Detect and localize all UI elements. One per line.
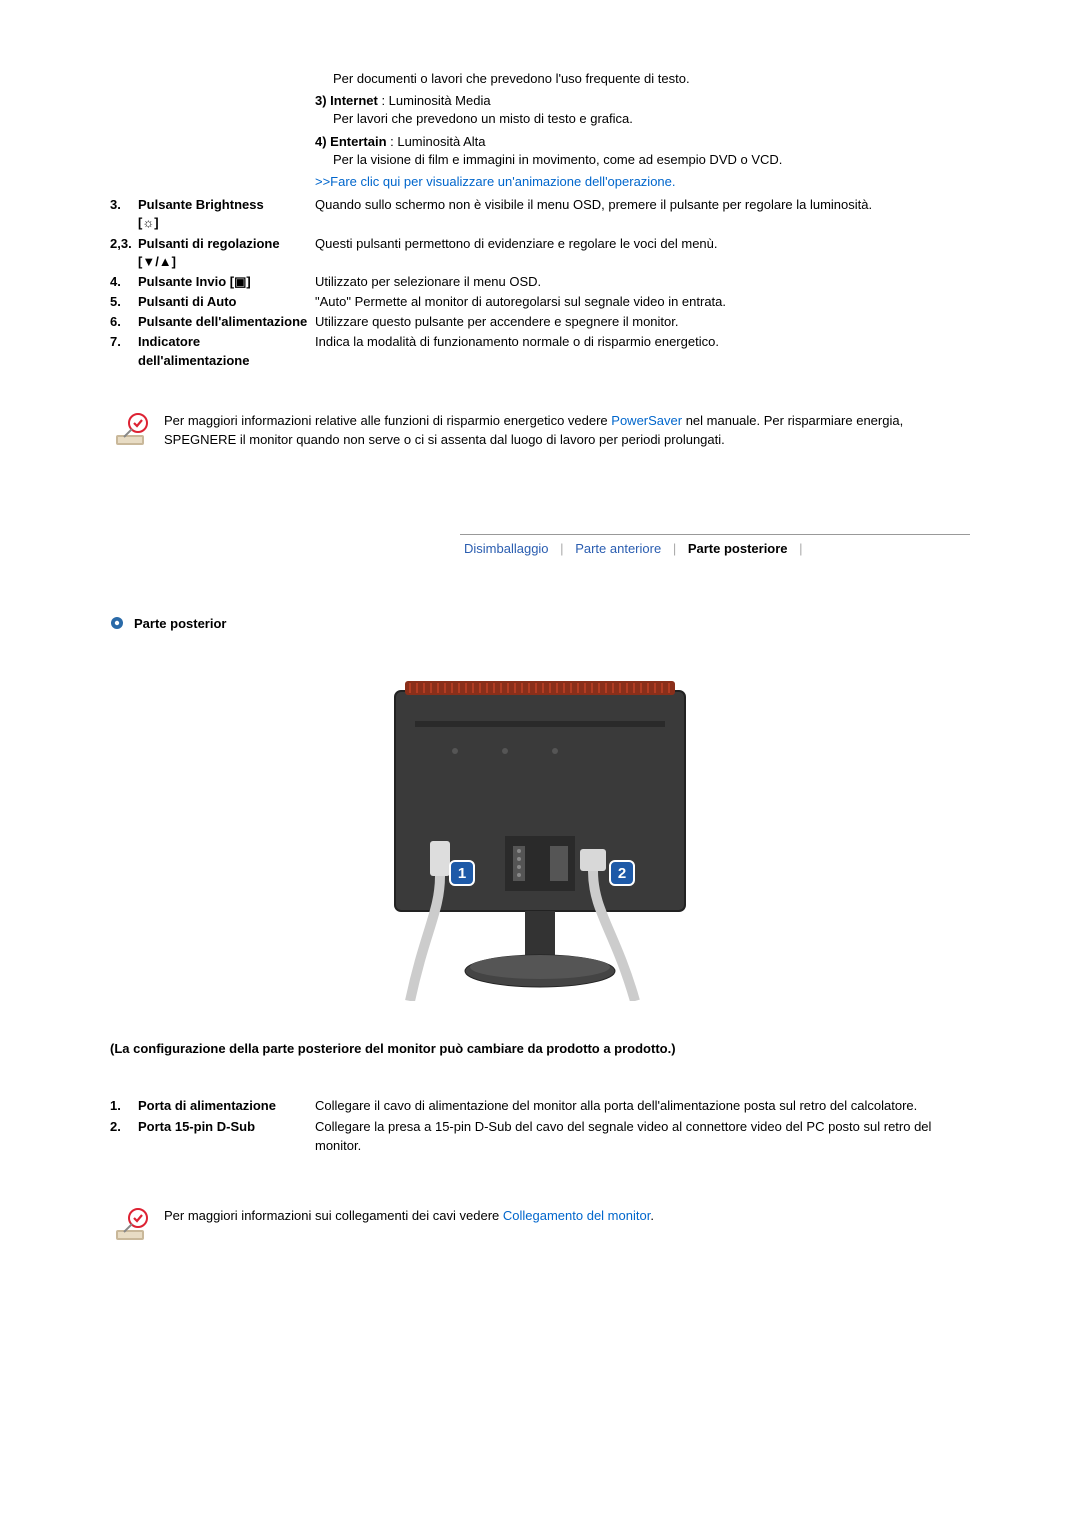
animation-link-row: >>Fare clic qui per visualizzare un'anim… bbox=[315, 173, 970, 191]
control-number: 2,3. bbox=[110, 234, 138, 272]
info2-pre: Per maggiori informazioni sui collegamen… bbox=[164, 1208, 503, 1223]
internet-mode: 3) Internet : Luminosità Media Per lavor… bbox=[315, 92, 970, 128]
entertain-mode-rest: : Luminosità Alta bbox=[387, 134, 486, 149]
info-powersaver: Per maggiori informazioni relative alle … bbox=[110, 411, 970, 454]
text-mode-desc: Per documenti o lavori che prevedono l'u… bbox=[315, 70, 970, 88]
port-desc: Collegare la presa a 15-pin D-Sub del ca… bbox=[315, 1117, 970, 1157]
nav-separator: | bbox=[799, 541, 802, 556]
nav-separator: | bbox=[673, 541, 676, 556]
section-header: Parte posterior bbox=[110, 616, 970, 631]
control-row: 2,3. Pulsanti di regolazione [▼/▲] Quest… bbox=[110, 234, 970, 272]
animation-link[interactable]: >>Fare clic qui per visualizzare un'anim… bbox=[315, 174, 676, 189]
info-cables: Per maggiori informazioni sui collegamen… bbox=[110, 1206, 970, 1249]
control-label: Pulsante Brightness [☼] bbox=[138, 195, 315, 233]
section-nav: Disimballaggio | Parte anteriore | Parte… bbox=[460, 534, 970, 556]
info2-post: . bbox=[650, 1208, 654, 1223]
svg-text:1: 1 bbox=[458, 865, 466, 882]
svg-text:2: 2 bbox=[618, 865, 626, 882]
info-pre: Per maggiori informazioni relative alle … bbox=[164, 413, 611, 428]
control-number: 5. bbox=[110, 292, 138, 312]
control-number: 6. bbox=[110, 312, 138, 332]
config-note: (La configurazione della parte posterior… bbox=[110, 1041, 970, 1056]
control-row: 3. Pulsante Brightness [☼] Quando sullo … bbox=[110, 195, 970, 233]
control-desc: Questi pulsanti permettono di evidenziar… bbox=[315, 234, 970, 272]
control-label: Pulsante Invio [▣] bbox=[138, 272, 315, 292]
nav-disimballaggio[interactable]: Disimballaggio bbox=[464, 541, 549, 556]
control-label: Pulsante dell'alimentazione bbox=[138, 312, 315, 332]
port-label: Porta 15-pin D-Sub bbox=[138, 1117, 315, 1157]
port-number: 1. bbox=[110, 1096, 138, 1117]
info-powersaver-text: Per maggiori informazioni relative alle … bbox=[164, 411, 970, 450]
note-icon bbox=[110, 1206, 158, 1249]
text-mode-desc-text: Per documenti o lavori che prevedono l'u… bbox=[315, 70, 970, 88]
control-desc: Quando sullo schermo non è visibile il m… bbox=[315, 195, 970, 233]
control-label: Indicatore dell'alimentazione bbox=[138, 332, 315, 370]
powersaver-link[interactable]: PowerSaver bbox=[611, 413, 682, 428]
port-desc: Collegare il cavo di alimentazione del m… bbox=[315, 1096, 970, 1117]
control-desc: "Auto" Permette al monitor di autoregola… bbox=[315, 292, 970, 312]
note-icon bbox=[110, 411, 158, 454]
internet-mode-desc: Per lavori che prevedono un misto di tes… bbox=[315, 110, 970, 128]
monitor-rear-figure: 1 2 bbox=[110, 661, 970, 1001]
control-desc: Utilizzare questo pulsante per accendere… bbox=[315, 312, 970, 332]
entertain-mode: 4) Entertain : Luminosità Alta Per la vi… bbox=[315, 133, 970, 169]
collegamento-link[interactable]: Collegamento del monitor bbox=[503, 1208, 650, 1223]
control-number: 7. bbox=[110, 332, 138, 370]
back-port-row: 2. Porta 15-pin D-Sub Collegare la presa… bbox=[110, 1117, 970, 1157]
control-desc: Indica la modalità di funzionamento norm… bbox=[315, 332, 970, 370]
control-label: Pulsanti di regolazione [▼/▲] bbox=[138, 234, 315, 272]
control-label: Pulsanti di Auto bbox=[138, 292, 315, 312]
back-ports-list: 1. Porta di alimentazione Collegare il c… bbox=[110, 1096, 970, 1157]
section-title: Parte posterior bbox=[134, 616, 226, 631]
control-row: 5. Pulsanti di Auto "Auto" Permette al m… bbox=[110, 292, 970, 312]
control-row: 6. Pulsante dell'alimentazione Utilizzar… bbox=[110, 312, 970, 332]
internet-mode-rest: : Luminosità Media bbox=[378, 93, 491, 108]
control-desc: Utilizzato per selezionare il menu OSD. bbox=[315, 272, 970, 292]
control-number: 4. bbox=[110, 272, 138, 292]
control-row: 4. Pulsante Invio [▣] Utilizzato per sel… bbox=[110, 272, 970, 292]
control-number: 3. bbox=[110, 195, 138, 233]
port-label: Porta di alimentazione bbox=[138, 1096, 315, 1117]
back-port-row: 1. Porta di alimentazione Collegare il c… bbox=[110, 1096, 970, 1117]
nav-separator: | bbox=[560, 541, 563, 556]
nav-parte-posteriore[interactable]: Parte posteriore bbox=[688, 541, 788, 556]
nav-parte-anteriore[interactable]: Parte anteriore bbox=[575, 541, 661, 556]
bullet-icon bbox=[110, 616, 124, 630]
control-row: 7. Indicatore dell'alimentazione Indica … bbox=[110, 332, 970, 370]
entertain-mode-bold: 4) Entertain bbox=[315, 134, 387, 149]
info-cables-text: Per maggiori informazioni sui collegamen… bbox=[164, 1206, 970, 1226]
internet-mode-bold: 3) Internet bbox=[315, 93, 378, 108]
entertain-mode-desc: Per la visione di film e immagini in mov… bbox=[315, 151, 970, 169]
controls-list: 3. Pulsante Brightness [☼] Quando sullo … bbox=[110, 195, 970, 371]
port-number: 2. bbox=[110, 1117, 138, 1157]
page-container: Per documenti o lavori che prevedono l'u… bbox=[0, 0, 1080, 1329]
